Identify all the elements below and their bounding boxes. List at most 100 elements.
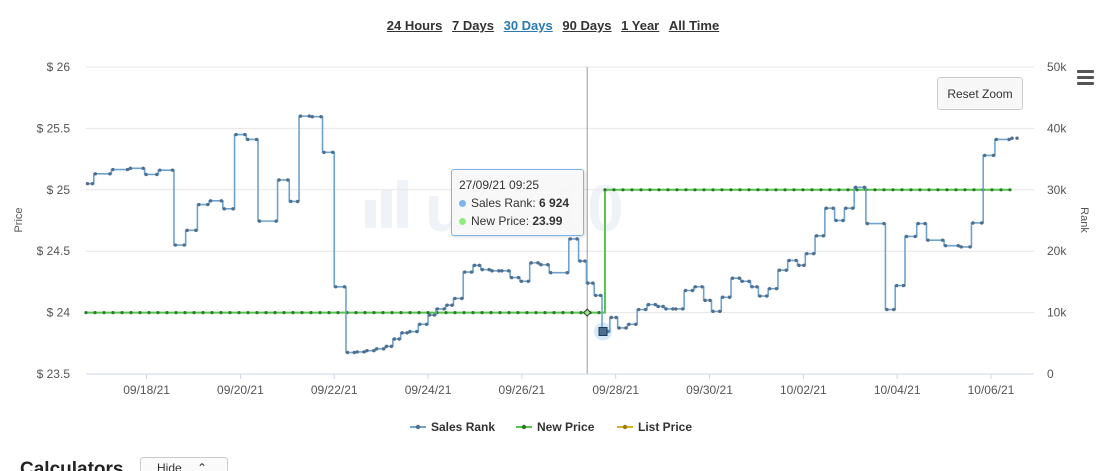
new-price-point bbox=[693, 188, 697, 192]
sales-rank-point bbox=[764, 294, 769, 298]
new-price-point bbox=[657, 188, 661, 192]
new-price-point bbox=[84, 311, 88, 315]
sales-rank-point bbox=[841, 218, 845, 223]
new-price-point bbox=[936, 188, 940, 192]
sales-rank-point bbox=[892, 307, 896, 312]
sales-rank-point bbox=[940, 238, 945, 242]
tooltip-value: 6 924 bbox=[539, 196, 570, 210]
new-price-point bbox=[237, 311, 241, 315]
new-price-point bbox=[183, 311, 187, 315]
new-price-point bbox=[390, 311, 394, 315]
sales-rank-point bbox=[307, 114, 311, 118]
tooltip-value: 23.99 bbox=[532, 214, 563, 228]
new-price-point bbox=[597, 311, 601, 315]
sales-rank-point bbox=[331, 150, 335, 155]
y-right-tick-label: 10k bbox=[1047, 306, 1067, 320]
sales-rank-point bbox=[125, 167, 130, 172]
new-price-point bbox=[516, 311, 520, 315]
new-price-point bbox=[507, 311, 511, 315]
sales-rank-point bbox=[453, 296, 457, 301]
y-right-tick-label: 40k bbox=[1047, 121, 1067, 135]
new-price-hover-marker bbox=[582, 308, 592, 317]
sales-rank-point bbox=[614, 315, 618, 320]
sales-rank-point bbox=[971, 221, 975, 225]
new-price-point bbox=[837, 188, 841, 192]
sales-rank-point bbox=[708, 298, 712, 303]
range-1-year[interactable]: 1 Year bbox=[621, 18, 660, 33]
y-right-tick-label: 30k bbox=[1047, 183, 1067, 197]
sales-rank-point bbox=[693, 285, 698, 289]
new-price-point bbox=[675, 188, 679, 192]
new-price-point bbox=[900, 188, 904, 192]
sales-rank-point bbox=[834, 218, 838, 223]
range-selector: 24 Hours 7 Days 30 Days 90 Days 1 Year A… bbox=[0, 18, 1106, 33]
range-90-days[interactable]: 90 Days bbox=[562, 18, 612, 33]
new-price-point bbox=[309, 311, 313, 315]
new-price-point bbox=[819, 188, 823, 192]
sales-rank-point bbox=[539, 263, 543, 267]
new-price-point bbox=[327, 311, 331, 315]
sales-rank-point bbox=[865, 221, 870, 226]
sales-rank-point bbox=[90, 181, 95, 186]
sales-rank-point bbox=[549, 270, 553, 275]
new-price-point bbox=[93, 311, 97, 315]
new-price-point bbox=[570, 311, 574, 315]
new-price-point bbox=[666, 188, 670, 192]
new-price-point bbox=[255, 311, 259, 315]
chevron-up-icon: ⌃ bbox=[197, 461, 208, 471]
sales-rank-point bbox=[690, 288, 695, 293]
hide-toggle-button[interactable]: Hide ⌃ bbox=[140, 457, 228, 471]
sales-rank-point bbox=[683, 288, 688, 293]
new-price-point bbox=[648, 188, 652, 192]
sales-rank-point bbox=[381, 347, 386, 351]
sales-rank-point bbox=[208, 199, 213, 203]
sales-rank-point bbox=[831, 206, 835, 210]
sales-rank-dot-icon bbox=[459, 200, 466, 207]
sales-rank-point bbox=[730, 276, 735, 280]
sales-rank-point bbox=[982, 153, 987, 158]
new-price-point bbox=[684, 188, 688, 192]
hamburger-menu-icon[interactable] bbox=[1077, 70, 1094, 85]
sales-rank-point bbox=[959, 245, 963, 249]
new-price-point bbox=[471, 311, 475, 315]
sales-rank-point bbox=[427, 313, 432, 317]
x-tick-label: 09/28/21 bbox=[592, 383, 639, 397]
y-left-tick-label: $ 25 bbox=[47, 183, 71, 197]
sales-rank-point bbox=[432, 313, 437, 317]
new-price-point bbox=[534, 311, 538, 315]
new-price-point bbox=[372, 311, 376, 315]
sales-rank-point bbox=[397, 337, 401, 341]
sales-rank-point bbox=[916, 221, 920, 226]
sales-rank-point bbox=[711, 309, 715, 314]
sales-rank-point bbox=[637, 307, 641, 312]
sales-rank-point bbox=[205, 202, 210, 207]
sales-rank-point bbox=[609, 315, 614, 320]
sales-rank-point bbox=[342, 285, 347, 289]
sales-rank-point bbox=[384, 344, 389, 349]
sales-rank-point bbox=[415, 329, 419, 334]
x-tick-label: 10/02/21 bbox=[780, 383, 827, 397]
hide-label: Hide bbox=[157, 461, 182, 471]
chart-series bbox=[84, 114, 1019, 355]
range-30-days[interactable]: 30 Days bbox=[503, 18, 553, 33]
sales-rank-point bbox=[674, 307, 678, 311]
range-24-hours[interactable]: 24 Hours bbox=[386, 18, 443, 33]
sales-rank-point bbox=[519, 279, 524, 283]
new-price-point bbox=[120, 311, 124, 315]
x-tick-label: 09/18/21 bbox=[123, 383, 170, 397]
y-right-tick-label: 0 bbox=[1047, 367, 1054, 381]
sales-rank-point bbox=[108, 172, 112, 176]
sales-rank-point bbox=[389, 344, 394, 349]
sales-rank-point bbox=[740, 279, 745, 283]
range-7-days[interactable]: 7 Days bbox=[452, 18, 494, 33]
new-price-point bbox=[282, 311, 286, 315]
sales-rank-point bbox=[594, 293, 598, 298]
sales-rank-hover-marker bbox=[598, 326, 608, 336]
new-price-point bbox=[174, 311, 178, 315]
range-all-time[interactable]: All Time bbox=[668, 18, 720, 33]
new-price-point bbox=[765, 188, 769, 192]
tooltip-row-new-price: New Price: 23.99 bbox=[459, 212, 576, 230]
reset-zoom-button[interactable]: Reset Zoom bbox=[937, 77, 1023, 110]
new-price-point bbox=[318, 311, 322, 315]
sales-rank-point bbox=[885, 307, 889, 312]
